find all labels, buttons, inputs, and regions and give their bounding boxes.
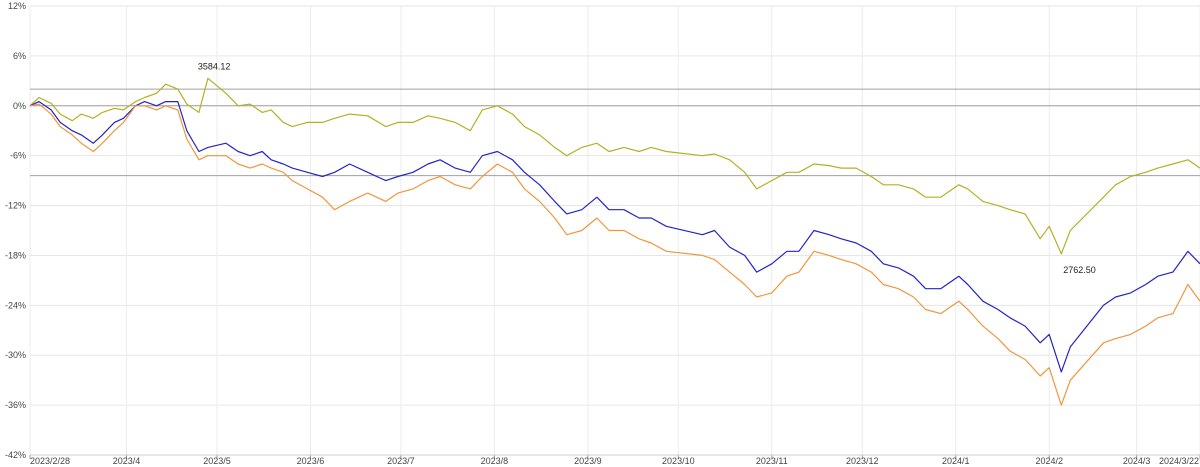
x-tick-label-1: 2023/4 bbox=[113, 456, 141, 466]
x-tick-label-12: 2024/3 bbox=[1123, 456, 1151, 466]
y-tick-label-6: -24% bbox=[5, 300, 26, 310]
series-lines bbox=[29, 77, 1200, 406]
series-line-0 bbox=[29, 77, 1200, 255]
x-tick-label-13: 2024/3/22 bbox=[1159, 456, 1199, 466]
annotations: 3584.12 2762.50 bbox=[198, 61, 1096, 274]
annotation-label-0: 3584.12 bbox=[198, 61, 231, 71]
x-tick-label-2: 2023/5 bbox=[203, 456, 231, 466]
grid bbox=[29, 5, 1200, 459]
x-tick-label-10: 2024/1 bbox=[942, 456, 970, 466]
y-tick-label-4: -12% bbox=[5, 201, 26, 211]
y-tick-label-8: -36% bbox=[5, 400, 26, 410]
y-tick-label-7: -30% bbox=[5, 350, 26, 360]
series-line-2 bbox=[29, 103, 1200, 406]
x-tick-label-9: 2023/12 bbox=[846, 456, 879, 466]
x-tick-label-5: 2023/8 bbox=[481, 456, 509, 466]
y-tick-label-1: 6% bbox=[13, 51, 26, 61]
x-tick-label-3: 2023/6 bbox=[297, 456, 325, 466]
y-tick-label-9: -42% bbox=[5, 450, 26, 460]
x-tick-label-0: 2023/2/28 bbox=[30, 456, 70, 466]
x-axis-ticks: 2023/2/28 2023/4 2023/5 2023/6 2023/7 2023/8 2… bbox=[30, 456, 1199, 466]
reference-lines bbox=[30, 88, 1200, 177]
x-tick-label-6: 2023/9 bbox=[574, 456, 602, 466]
x-tick-label-4: 2023/7 bbox=[387, 456, 415, 466]
y-axis-ticks: 12% 6% 0% -6% -12% -18% -24% -30% -36% -42% bbox=[5, 1, 26, 460]
y-tick-label-0: 12% bbox=[8, 1, 26, 11]
x-tick-label-8: 2023/11 bbox=[756, 456, 788, 466]
annotation-label-1: 2762.50 bbox=[1063, 265, 1096, 275]
x-tick-label-7: 2023/10 bbox=[662, 456, 695, 466]
y-tick-label-5: -18% bbox=[5, 250, 26, 260]
y-tick-label-2: 0% bbox=[13, 101, 26, 111]
y-tick-label-3: -6% bbox=[10, 151, 26, 161]
x-tick-label-11: 2024/2 bbox=[1035, 456, 1063, 466]
series-line-1 bbox=[29, 100, 1200, 373]
